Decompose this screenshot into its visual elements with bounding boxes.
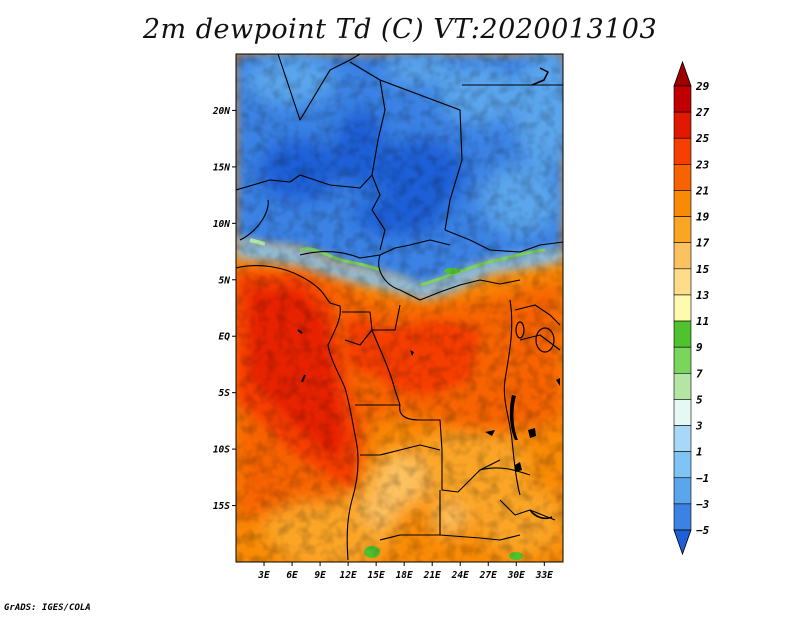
x-tick-label: 18E <box>396 570 413 581</box>
colorbar-swatch <box>673 425 692 452</box>
map-field <box>236 54 563 562</box>
colorbar-swatch <box>673 320 692 348</box>
x-tick-label: 24E <box>451 570 469 581</box>
x-tick-label: 21E <box>423 570 441 581</box>
x-tick-label: 33E <box>535 570 553 581</box>
colorbar-swatch <box>673 137 692 165</box>
colorbar-label: 29 <box>695 80 710 93</box>
x-tick-label: 30E <box>507 570 525 581</box>
colorbar-label: 25 <box>695 132 710 145</box>
y-tick-label: 5S <box>219 388 231 399</box>
y-tick-label: 20N <box>212 106 230 117</box>
y-tick-label: 5N <box>219 275 231 286</box>
lakes <box>410 321 560 520</box>
colorbar-swatch <box>673 216 692 244</box>
colorbar-swatch <box>673 268 692 296</box>
footer-credit: GrADS: IGES/COLA <box>4 603 91 613</box>
colorbar-swatch <box>673 190 692 217</box>
colorbar-label: 27 <box>695 106 710 119</box>
colorbar-swatch <box>673 346 692 374</box>
x-tick-label: 27E <box>479 570 497 581</box>
colorbar-label: 7 <box>696 367 703 380</box>
colorbar-bottom-arrow <box>673 529 692 556</box>
colorbar-label: −3 <box>696 498 710 511</box>
x-tick-label: 3E <box>257 570 270 581</box>
colorbar-label: 21 <box>695 184 709 197</box>
y-tick-label: EQ <box>219 332 231 343</box>
colorbar-swatch <box>673 294 692 322</box>
colorbar-label: 13 <box>696 289 710 302</box>
colorbar-label: 3 <box>695 420 703 433</box>
colorbar-label: 23 <box>695 158 710 171</box>
colorbar-label: −5 <box>696 524 710 537</box>
colorbar-swatch <box>673 85 692 113</box>
y-tick-label: 15S <box>213 501 230 512</box>
country-borders <box>236 54 563 561</box>
colorbar-swatch <box>673 372 692 400</box>
y-tick-label: 10N <box>213 219 230 230</box>
colorbar-swatch <box>673 164 692 191</box>
colorbar-top-arrow <box>673 60 692 87</box>
colorbar-label: 15 <box>696 263 710 276</box>
colorbar: 29 27 25 23 21 19 17 15 13 11 9 7 5 3 1 −1 −3 −5 <box>673 60 710 556</box>
colorbar-swatch <box>673 399 692 426</box>
map-frame <box>235 53 564 563</box>
x-tick-label: 6E <box>286 570 298 581</box>
y-tick-label: 10S <box>213 445 230 456</box>
colorbar-label: 1 <box>696 446 703 459</box>
colorbar-swatch <box>673 451 692 479</box>
y-tick-label: 15N <box>213 162 230 173</box>
colorbar-label: 5 <box>696 393 703 406</box>
x-tick-label: 12E <box>340 570 357 581</box>
x-tick-label: 9E <box>314 570 326 581</box>
x-axis: 3E 6E 9E 12E 15E 18E 21E 24E 27E 30E 33E <box>257 562 553 581</box>
colorbar-label: −1 <box>696 472 709 485</box>
colorbar-label: 17 <box>696 237 710 250</box>
colorbar-label: 9 <box>696 341 703 354</box>
colorbar-swatch <box>673 111 692 139</box>
chart-title: 2m dewpoint Td (C) VT:2020013103 <box>142 14 658 45</box>
colorbar-swatch <box>673 242 692 270</box>
colorbar-label: 11 <box>696 315 709 328</box>
colorbar-label: 19 <box>696 211 710 224</box>
colorbar-swatch <box>673 477 692 505</box>
y-axis: 20N 15N 10N 5N EQ 5S 10S 15S <box>212 106 236 512</box>
colorbar-swatch <box>673 503 692 531</box>
x-tick-label: 15E <box>368 570 385 581</box>
